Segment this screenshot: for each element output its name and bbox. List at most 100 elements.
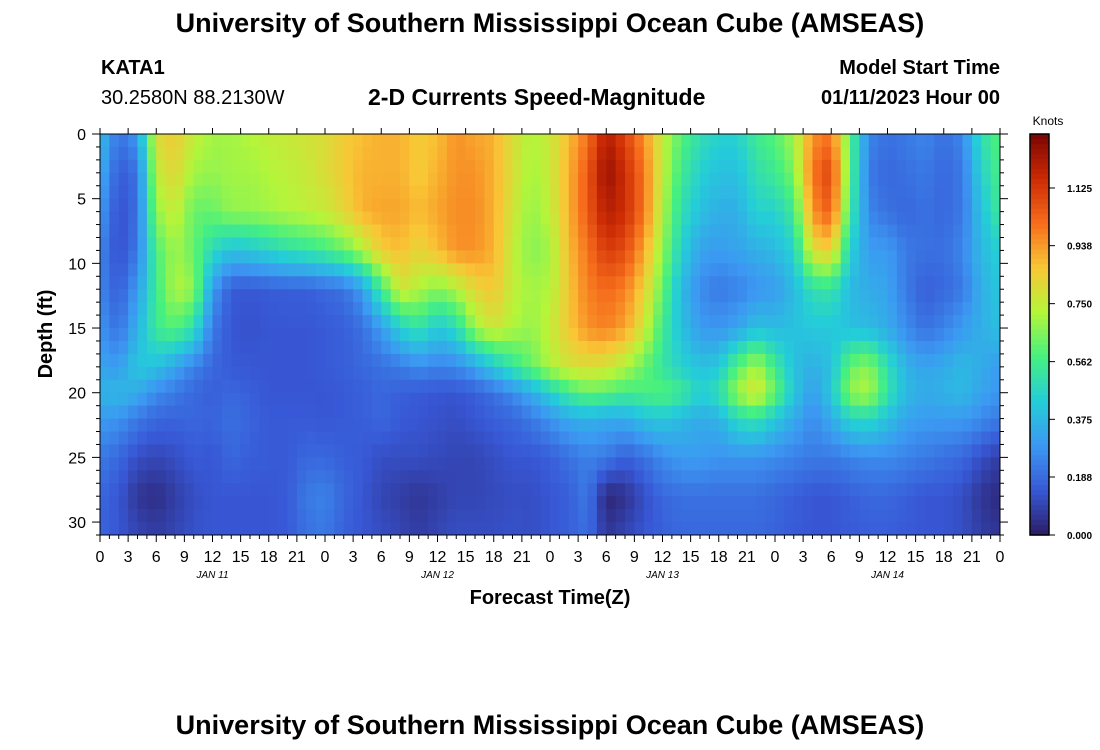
heatmap-cell (887, 172, 898, 187)
heatmap-cell (709, 366, 720, 381)
heatmap-cell (896, 237, 907, 252)
heatmap-cell (296, 172, 307, 187)
heatmap-cell (400, 134, 410, 148)
heatmap-cell (484, 496, 495, 510)
heatmap-cell (943, 250, 954, 264)
heatmap-cell (409, 211, 420, 226)
heatmap-cell (662, 250, 673, 264)
heatmap-cell (484, 146, 495, 161)
heatmap-cell (306, 340, 317, 355)
heatmap-cell (990, 134, 1000, 148)
heatmap-cell (503, 496, 514, 510)
heatmap-cell (550, 276, 560, 290)
heatmap-cell (353, 483, 364, 497)
heatmap-cell (953, 263, 964, 277)
heatmap-cell (184, 457, 195, 471)
heatmap-cell (718, 289, 729, 303)
heatmap-cell (859, 211, 870, 226)
heatmap-cell (690, 392, 701, 407)
heatmap-cell (915, 289, 926, 303)
heatmap-cell (296, 392, 307, 407)
heatmap-cell (821, 483, 832, 497)
heatmap-cell (484, 159, 495, 174)
heatmap-cell (812, 172, 823, 187)
heatmap-cell (803, 263, 814, 277)
heatmap-cell (653, 315, 664, 329)
heatmap-cell (953, 392, 964, 407)
heatmap-cell (315, 509, 326, 523)
heatmap-cell (671, 276, 682, 290)
heatmap-cell (456, 431, 467, 446)
heatmap-cell (109, 392, 120, 407)
heatmap-cell (390, 366, 401, 381)
heatmap-cell (250, 379, 260, 394)
heatmap-cell (550, 379, 560, 394)
heatmap-cell (681, 224, 692, 239)
heatmap-cell (934, 522, 945, 535)
colorbar-segment (1030, 169, 1049, 175)
heatmap-cell (634, 392, 645, 407)
heatmap-cell (418, 392, 429, 407)
heatmap-cell (953, 431, 964, 446)
heatmap-cell (428, 198, 439, 213)
heatmap-cell (981, 353, 992, 368)
heatmap-cell (362, 146, 373, 161)
heatmap-cell (831, 289, 842, 303)
heatmap-cell (221, 134, 232, 148)
heatmap-cell (953, 237, 964, 252)
heatmap-cell (212, 392, 223, 407)
heatmap-cell (240, 263, 251, 277)
heatmap-cell (512, 302, 523, 316)
heatmap-cell (934, 289, 945, 303)
heatmap-cell (428, 405, 439, 420)
heatmap-cell (212, 211, 223, 226)
heatmap-cell (456, 418, 467, 433)
heatmap-cell (268, 444, 279, 458)
heatmap-cell (793, 263, 804, 277)
x-tick-label: 0 (996, 549, 1005, 566)
heatmap-cell (325, 315, 335, 329)
heatmap-cell (821, 444, 832, 458)
heatmap-cell (868, 328, 879, 342)
heatmap-cell (250, 289, 260, 303)
heatmap-cell (662, 444, 673, 458)
heatmap-cell (625, 185, 635, 200)
heatmap-cell (868, 198, 879, 213)
heatmap-cell (746, 224, 757, 239)
heatmap-cell (203, 483, 214, 497)
heatmap-cell (512, 328, 523, 342)
heatmap-cell (231, 315, 242, 329)
heatmap-cell (100, 328, 110, 342)
heatmap-cell (437, 289, 448, 303)
heatmap-cell (850, 224, 860, 239)
heatmap-cell (756, 496, 767, 510)
heatmap-cell (962, 134, 973, 148)
heatmap-cell (906, 289, 917, 303)
heatmap-cell (212, 431, 223, 446)
heatmap-cell (587, 315, 598, 329)
heatmap-cell (981, 172, 992, 187)
heatmap-cell (325, 289, 335, 303)
heatmap-cell (418, 263, 429, 277)
heatmap-cell (437, 457, 448, 471)
heatmap-cell (409, 379, 420, 394)
heatmap-cell (428, 146, 439, 161)
heatmap-cell (728, 211, 739, 226)
heatmap-cell (812, 302, 823, 316)
heatmap-cell (118, 315, 129, 329)
heatmap-cell (212, 483, 223, 497)
heatmap-cell (371, 509, 382, 523)
heatmap-cell (287, 418, 298, 433)
heatmap-cell (221, 263, 232, 277)
heatmap-cell (840, 289, 851, 303)
colorbar-segment (1030, 244, 1049, 250)
heatmap-cell (831, 237, 842, 252)
heatmap-cell (550, 418, 560, 433)
heatmap-cell (418, 457, 429, 471)
heatmap-cell (212, 405, 223, 420)
colorbar-segment (1030, 474, 1049, 481)
heatmap-cell (831, 509, 842, 523)
colorbar-segment (1030, 379, 1049, 386)
heatmap-cell (559, 444, 570, 458)
heatmap-cell (653, 302, 664, 316)
